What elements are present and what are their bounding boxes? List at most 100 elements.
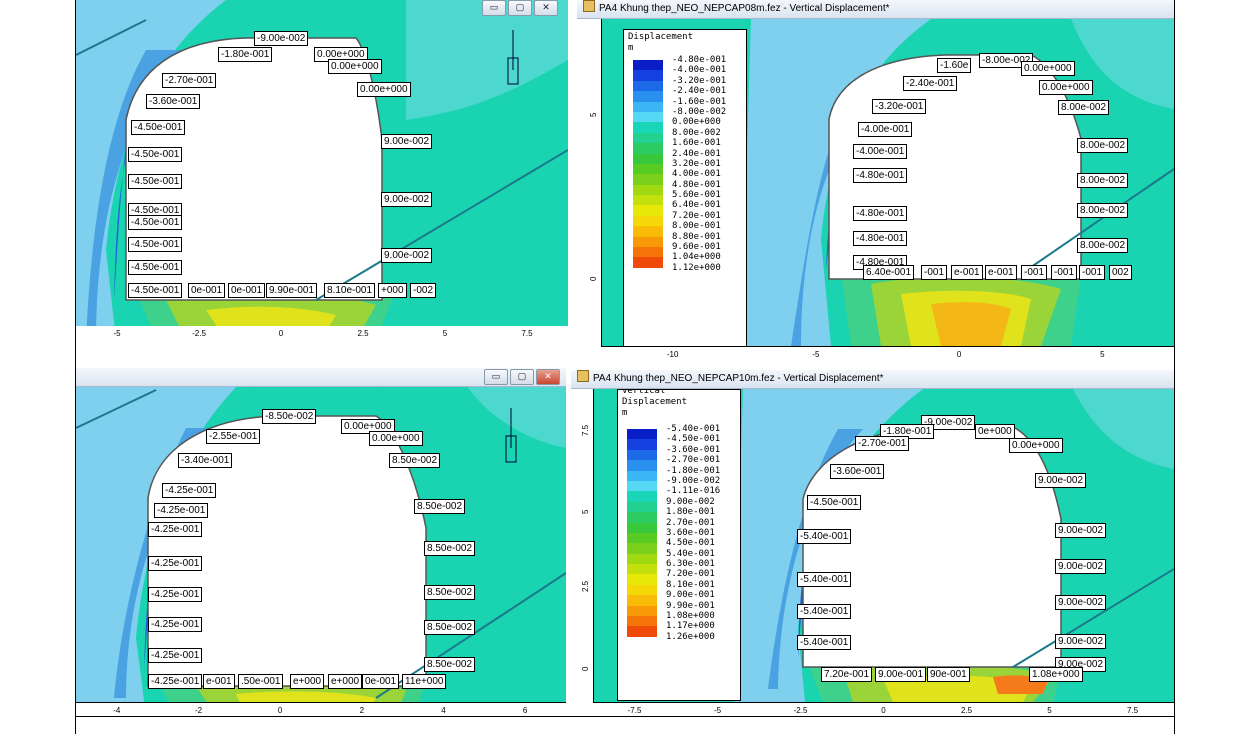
window-title-bottom-right[interactable]: PA4 Khung thep_NEO_NEPCAP10m.fez - Verti… bbox=[571, 370, 1174, 389]
x-tick-label: 4 bbox=[441, 706, 446, 715]
contour-value-label: .50e-001 bbox=[238, 674, 284, 689]
contour-value-label: -001 bbox=[1051, 265, 1078, 280]
contour-value-label: -4.80e-001 bbox=[853, 206, 908, 221]
viewport-bottom-right[interactable]: PA4 Khung thep_NEO_NEPCAP10m.fez - Verti… bbox=[571, 370, 1174, 716]
legend-swatch bbox=[627, 491, 657, 503]
window-title-text: PA4 Khung thep_NEO_NEPCAP10m.fez - Verti… bbox=[593, 373, 884, 384]
contour-value-label: -4.50e-001 bbox=[128, 215, 183, 230]
contour-value-label: -2.40e-001 bbox=[903, 76, 958, 91]
legend-swatch bbox=[627, 522, 657, 534]
contour-value-label: 6.40e-001 bbox=[863, 265, 915, 280]
viewport-bottom-left[interactable]: ▭ ▢ ✕ -8.50e-002 0.00e+000 0.00e+000 -2.55e… bbox=[76, 368, 566, 716]
legend-swatch bbox=[627, 595, 657, 607]
legend-swatch bbox=[633, 143, 663, 155]
frame-line-right bbox=[1174, 0, 1175, 734]
contour-value-label: 90e-001 bbox=[927, 667, 970, 682]
contour-value-label: -4.50e-001 bbox=[128, 147, 183, 162]
contour-value-label: 0.00e+000 bbox=[369, 431, 423, 446]
legend-value: 8.00e-002 bbox=[672, 127, 721, 138]
contour-value-label: 11e+000 bbox=[402, 674, 447, 689]
x-tick-label: 7.5 bbox=[1126, 706, 1139, 715]
contour-value-label: 0e-001 bbox=[228, 283, 266, 298]
maximize-button[interactable]: ▢ bbox=[508, 0, 532, 16]
contour-value-label: -4.00e-001 bbox=[853, 144, 908, 159]
legend-value: 9.00e-002 bbox=[666, 496, 715, 507]
legend-value: -2.40e-001 bbox=[672, 86, 727, 97]
x-tick-label: 7.5 bbox=[521, 329, 533, 338]
legend-swatch bbox=[633, 247, 663, 259]
legend-swatch bbox=[633, 236, 663, 248]
legend-entry: 4.50e-001 bbox=[618, 538, 740, 555]
y-tick-label: 7.5 bbox=[581, 424, 590, 436]
viewport-top-right[interactable]: PA4 Khung thep_NEO_NEPCAP08m.fez - Verti… bbox=[577, 0, 1174, 362]
contour-value-label: -4.50e-001 bbox=[128, 174, 183, 189]
x-tick-label: 0 bbox=[956, 350, 962, 359]
contour-value-label: -3.20e-001 bbox=[872, 99, 927, 114]
contour-value-label: -3.40e-001 bbox=[178, 453, 233, 468]
frame-line-left bbox=[75, 0, 76, 734]
contour-value-label: -3.60e-001 bbox=[830, 464, 885, 479]
contour-value-label: 8.50e-002 bbox=[424, 541, 476, 556]
legend-swatch bbox=[633, 184, 663, 196]
contour-value-label: 9.00e-002 bbox=[1055, 634, 1107, 649]
legend-entry: 4.00e-001 bbox=[624, 169, 746, 186]
x-tick-label: -2.5 bbox=[192, 329, 206, 338]
legend-value: 4.00e-001 bbox=[672, 169, 721, 180]
contour-value-label: -2.70e-001 bbox=[855, 436, 910, 451]
x-tick-label: 2.5 bbox=[357, 329, 369, 338]
contour-value-label: -9.00e-002 bbox=[921, 415, 976, 430]
x-axis-bottom-right: -7.5 -5 -2.5 0 2.5 5 7.5 bbox=[593, 702, 1174, 716]
legend-swatch bbox=[627, 564, 657, 576]
contour-value-label: -5.40e-001 bbox=[797, 529, 852, 544]
legend-value: 4.80e-001 bbox=[672, 179, 721, 190]
legend-entry: -4.00e-001 bbox=[624, 65, 746, 82]
legend-value: -8.00e-002 bbox=[672, 106, 727, 117]
legend-entry: 1.04e+000 bbox=[624, 252, 746, 269]
contour-value-label: -4.80e-001 bbox=[853, 231, 908, 246]
legend-entry: -1.80e-001 bbox=[618, 466, 740, 482]
legend-swatch bbox=[633, 195, 663, 207]
legend-swatch bbox=[627, 460, 657, 472]
close-button[interactable]: ✕ bbox=[536, 369, 560, 385]
window-title-bottom-left[interactable] bbox=[76, 368, 566, 387]
contour-value-label: -4.50e-001 bbox=[807, 495, 862, 510]
maximize-button[interactable]: ▢ bbox=[510, 369, 534, 385]
x-tick-label: -2.5 bbox=[793, 706, 808, 715]
contour-value-label: -4.00e-001 bbox=[858, 122, 913, 137]
legend-entry: -1.60e-001 bbox=[624, 97, 746, 113]
window-title-top-right[interactable]: PA4 Khung thep_NEO_NEPCAP08m.fez - Verti… bbox=[577, 0, 1174, 19]
contour-value-label: 8.00e-002 bbox=[1058, 100, 1110, 115]
legend-swatch bbox=[633, 122, 663, 134]
legend-entry: 9.00e-002 bbox=[618, 497, 740, 513]
legend-value: 7.20e-001 bbox=[672, 210, 721, 221]
legend-swatch bbox=[633, 111, 663, 123]
y-tick-label: 5 bbox=[581, 509, 590, 515]
legend-swatch bbox=[633, 257, 663, 269]
legend-value: 4.50e-001 bbox=[666, 538, 715, 549]
contour-value-label: 9.00e-002 bbox=[1055, 559, 1107, 574]
x-axis-bottom-left: -4 -2 0 2 4 6 bbox=[76, 702, 566, 716]
contour-plot-bottom-left bbox=[76, 368, 566, 716]
x-tick-label: -7.5 bbox=[627, 706, 642, 715]
legend-swatch bbox=[627, 501, 657, 513]
close-button[interactable]: ✕ bbox=[534, 0, 558, 16]
legend-value: 7.20e-001 bbox=[666, 569, 715, 580]
legend-entry: 1.26e+000 bbox=[618, 632, 740, 647]
contour-value-label: -2.70e-001 bbox=[162, 73, 217, 88]
legend-value: 9.90e-001 bbox=[666, 600, 715, 611]
viewport-top-left[interactable]: -9.00e-002 -1.80e-001 0.00e+000 0.00e+000 -2… bbox=[76, 0, 568, 340]
y-tick-label: 5 bbox=[589, 112, 598, 118]
contour-value-label: 0.00e+000 bbox=[357, 82, 411, 97]
legend-entry: 1.17e+000 bbox=[618, 621, 740, 638]
legend-entry: 1.12e+000 bbox=[624, 263, 746, 278]
contour-value-label: e-001 bbox=[203, 674, 235, 689]
legend-value: 6.30e-001 bbox=[666, 559, 715, 570]
contour-value-label: -1.60e bbox=[937, 58, 972, 73]
legend-value: 8.10e-001 bbox=[666, 579, 715, 590]
legend-swatch bbox=[627, 449, 657, 461]
minimize-button[interactable]: ▭ bbox=[482, 0, 506, 16]
legend-entry: 1.08e+000 bbox=[618, 611, 740, 628]
minimize-button[interactable]: ▭ bbox=[484, 369, 508, 385]
contour-value-label: 9.00e-002 bbox=[1055, 523, 1107, 538]
legend-swatch bbox=[627, 543, 657, 555]
